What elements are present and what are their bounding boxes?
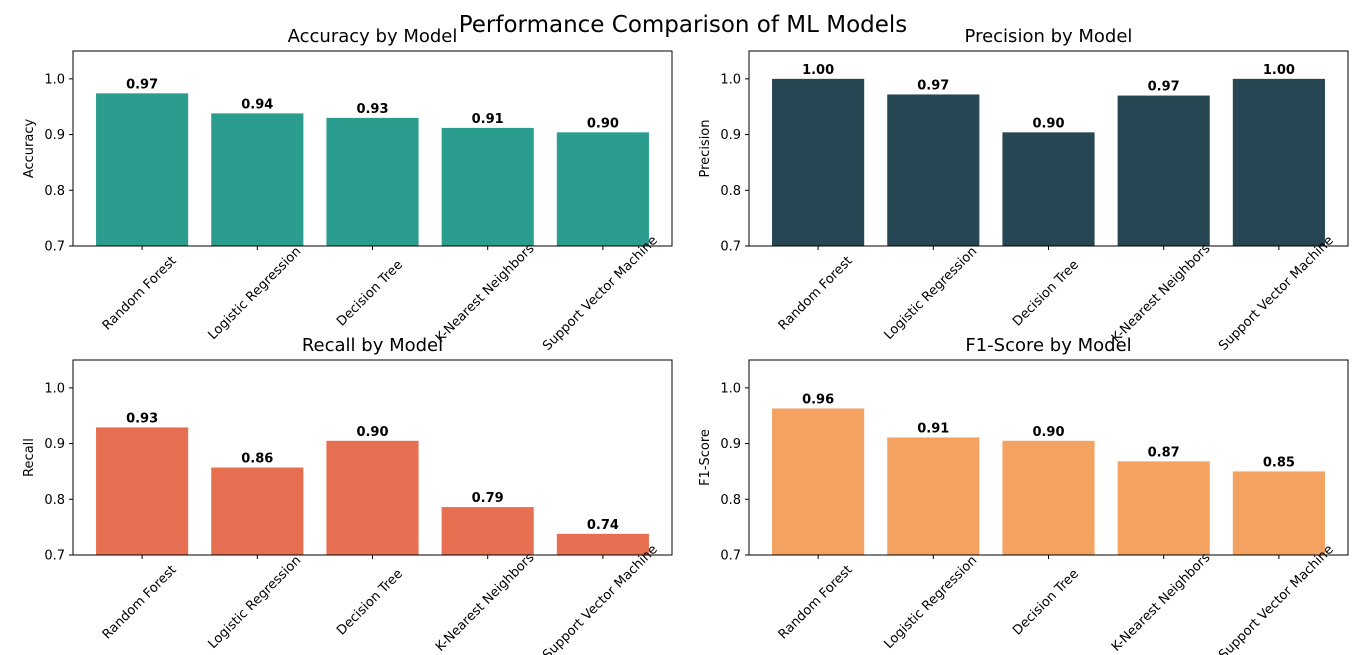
y-tick-label: 0.8 bbox=[44, 184, 65, 199]
bar-decision-tree bbox=[326, 117, 419, 246]
bar-decision-tree bbox=[326, 440, 419, 555]
data-label: 0.74 bbox=[587, 518, 619, 533]
data-label: 0.97 bbox=[126, 77, 158, 92]
panel-title: Precision by Model bbox=[965, 26, 1133, 47]
x-tick-label: Logistic Regression bbox=[881, 244, 980, 343]
y-axis-label: Precision bbox=[698, 119, 713, 177]
data-label: 0.90 bbox=[1032, 425, 1064, 440]
x-tick-label: Random Forest bbox=[100, 254, 180, 334]
x-tick-label: Decision Tree bbox=[334, 567, 406, 639]
x-tick-label: Support Vector Machine bbox=[540, 233, 661, 354]
data-label: 0.86 bbox=[241, 452, 273, 467]
data-label: 0.97 bbox=[917, 78, 949, 93]
x-tick-label: Random Forest bbox=[776, 254, 856, 334]
data-label: 0.79 bbox=[472, 491, 504, 506]
data-label: 0.90 bbox=[356, 425, 388, 440]
data-label: 0.94 bbox=[241, 97, 273, 112]
data-label: 0.96 bbox=[802, 392, 834, 407]
y-tick-label: 0.9 bbox=[720, 437, 741, 452]
data-label: 0.91 bbox=[917, 421, 949, 436]
bar-k-nearest-neighbors bbox=[441, 127, 534, 246]
y-tick-label: 1.0 bbox=[44, 381, 65, 396]
bar-logistic-regression bbox=[887, 94, 980, 246]
data-label: 0.93 bbox=[356, 102, 388, 117]
x-tick-label: Decision Tree bbox=[1010, 567, 1082, 639]
bar-logistic-regression bbox=[211, 467, 304, 555]
y-axis-label: F1-Score bbox=[698, 429, 713, 486]
x-tick-label: K-Nearest Neighbors bbox=[433, 550, 538, 655]
data-label: 0.97 bbox=[1148, 80, 1180, 95]
y-tick-label: 0.7 bbox=[720, 240, 741, 255]
bar-random-forest bbox=[96, 427, 189, 555]
bar-random-forest bbox=[96, 93, 189, 246]
y-tick-label: 1.0 bbox=[720, 381, 741, 396]
y-tick-label: 0.7 bbox=[720, 549, 741, 564]
y-tick-label: 0.9 bbox=[44, 437, 65, 452]
x-tick-label: Support Vector Machine bbox=[1216, 233, 1337, 354]
x-tick-label: K-Nearest Neighbors bbox=[433, 241, 538, 346]
data-label: 0.93 bbox=[126, 411, 158, 426]
bar-support-vector-machine bbox=[1232, 471, 1325, 555]
y-tick-label: 0.8 bbox=[44, 493, 65, 508]
x-tick-label: Logistic Regression bbox=[881, 553, 980, 652]
bar-k-nearest-neighbors bbox=[1117, 461, 1210, 555]
y-tick-label: 0.8 bbox=[720, 493, 741, 508]
data-label: 0.85 bbox=[1263, 455, 1295, 470]
panel-f1-score: F1-Score by Model F1-Score 0.96 0.91 0.90 0.8… bbox=[698, 335, 1349, 655]
data-label: 1.00 bbox=[802, 63, 834, 78]
bar-decision-tree bbox=[1002, 132, 1095, 246]
data-label: 1.00 bbox=[1263, 63, 1295, 78]
x-tick-label: Random Forest bbox=[100, 563, 180, 643]
x-tick-label: Logistic Regression bbox=[205, 553, 304, 652]
panel-title: Recall by Model bbox=[302, 335, 443, 356]
panel-accuracy: Accuracy by Model Accuracy 0.97 0.94 0.93 0.9… bbox=[22, 26, 673, 354]
y-tick-label: 1.0 bbox=[44, 72, 65, 87]
data-label: 0.90 bbox=[1032, 116, 1064, 131]
bar-k-nearest-neighbors bbox=[441, 507, 534, 555]
x-tick-label: Logistic Regression bbox=[205, 244, 304, 343]
x-tick-label: Support Vector Machine bbox=[1216, 542, 1337, 655]
bar-logistic-regression bbox=[887, 437, 980, 555]
figure-title: Performance Comparison of ML Models bbox=[459, 12, 908, 38]
y-tick-label: 0.9 bbox=[44, 128, 65, 143]
y-axis-label: Accuracy bbox=[22, 119, 37, 179]
y-axis-label: Recall bbox=[22, 438, 37, 477]
panel-title: F1-Score by Model bbox=[965, 335, 1131, 356]
bar-logistic-regression bbox=[211, 113, 304, 247]
y-tick-label: 0.9 bbox=[720, 128, 741, 143]
bar-decision-tree bbox=[1002, 440, 1095, 555]
panel-precision: Precision by Model Precision 1.00 0.97 0.90 0… bbox=[698, 26, 1349, 354]
y-tick-label: 1.0 bbox=[720, 72, 741, 87]
x-tick-label: K-Nearest Neighbors bbox=[1109, 550, 1214, 655]
x-tick-label: Decision Tree bbox=[1010, 258, 1082, 330]
y-tick-label: 0.7 bbox=[44, 240, 65, 255]
x-tick-label: K-Nearest Neighbors bbox=[1109, 241, 1214, 346]
bar-support-vector-machine bbox=[1232, 78, 1325, 246]
panel-title: Accuracy by Model bbox=[288, 26, 458, 47]
x-tick-label: Random Forest bbox=[776, 563, 856, 643]
y-tick-label: 0.8 bbox=[720, 184, 741, 199]
bar-support-vector-machine bbox=[556, 533, 649, 555]
x-tick-label: Support Vector Machine bbox=[540, 542, 661, 655]
y-tick-label: 0.7 bbox=[44, 549, 65, 564]
panel-recall: Recall by Model Recall 0.93 0.86 0.90 0.79 0.7… bbox=[22, 335, 673, 655]
data-label: 0.91 bbox=[472, 112, 504, 127]
bar-k-nearest-neighbors bbox=[1117, 95, 1210, 246]
bar-support-vector-machine bbox=[556, 132, 649, 246]
x-tick-label: Decision Tree bbox=[334, 258, 406, 330]
data-label: 0.87 bbox=[1148, 445, 1180, 460]
bar-random-forest bbox=[772, 78, 865, 246]
data-label: 0.90 bbox=[587, 116, 619, 131]
bar-random-forest bbox=[772, 408, 865, 555]
